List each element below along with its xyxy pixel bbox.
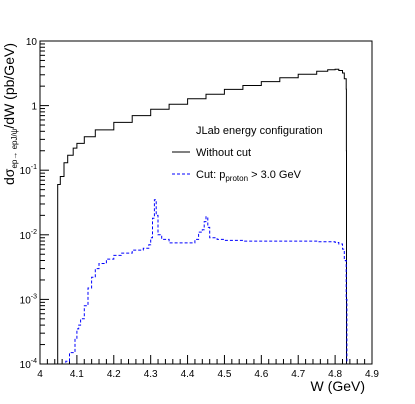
legend-header: JLab energy configuration xyxy=(196,125,323,137)
series-without-cut xyxy=(57,68,347,365)
y-axis-title: dσep→ epJ/ψ/dW (pb/GeV) xyxy=(1,43,19,185)
y-axis-title-subscript: ep→ epJ/ψ xyxy=(10,128,19,168)
x-tick-label: 4.8 xyxy=(328,369,342,380)
x-tick-label: 4.6 xyxy=(254,369,268,380)
x-tick-label: 4.2 xyxy=(107,369,121,380)
legend: JLab energy configuration Without cut Cu… xyxy=(172,125,323,183)
y-tick-labels: 10-4 10-3 10-2 10-1 1 10 xyxy=(20,37,38,371)
y-axis-title-suffix: /dW (pb/GeV) xyxy=(1,43,17,129)
x-tick-label: 4.7 xyxy=(291,369,305,380)
x-tick-label: 4.9 xyxy=(365,369,379,380)
series-proton-cut xyxy=(62,199,348,365)
legend-label-proton-cut-main: Cut: p xyxy=(196,169,225,181)
y-tick-label: 10-3 xyxy=(20,293,37,306)
legend-label-proton-cut: Cut: pproton > 3.0 GeV xyxy=(196,169,302,183)
x-tick-label: 4.5 xyxy=(217,369,231,380)
x-tick-labels: 4 4.1 4.2 4.3 4.4 4.5 4.6 4.7 4.8 4.9 xyxy=(37,369,379,380)
x-tick-label: 4.3 xyxy=(144,369,158,380)
x-axis-title: W (GeV) xyxy=(311,378,365,394)
plot-series xyxy=(57,68,348,365)
legend-label-proton-cut-tail: > 3.0 GeV xyxy=(248,169,302,181)
y-tick-label: 10-4 xyxy=(20,358,37,371)
legend-label-proton-cut-sub: proton xyxy=(225,174,248,183)
y-axis-title-prefix: dσ xyxy=(1,168,17,185)
x-tick-label: 4.1 xyxy=(70,369,84,380)
legend-label-without-cut: Without cut xyxy=(196,147,251,159)
tick-marks xyxy=(39,40,373,365)
y-tick-label: 10-2 xyxy=(20,229,37,242)
y-tick-label: 10-1 xyxy=(20,164,37,177)
x-tick-label: 4 xyxy=(37,369,43,380)
y-tick-label: 1 xyxy=(31,102,37,113)
x-tick-label: 4.4 xyxy=(181,369,195,380)
y-tick-label: 10 xyxy=(26,37,38,48)
plot-frame xyxy=(39,40,373,365)
